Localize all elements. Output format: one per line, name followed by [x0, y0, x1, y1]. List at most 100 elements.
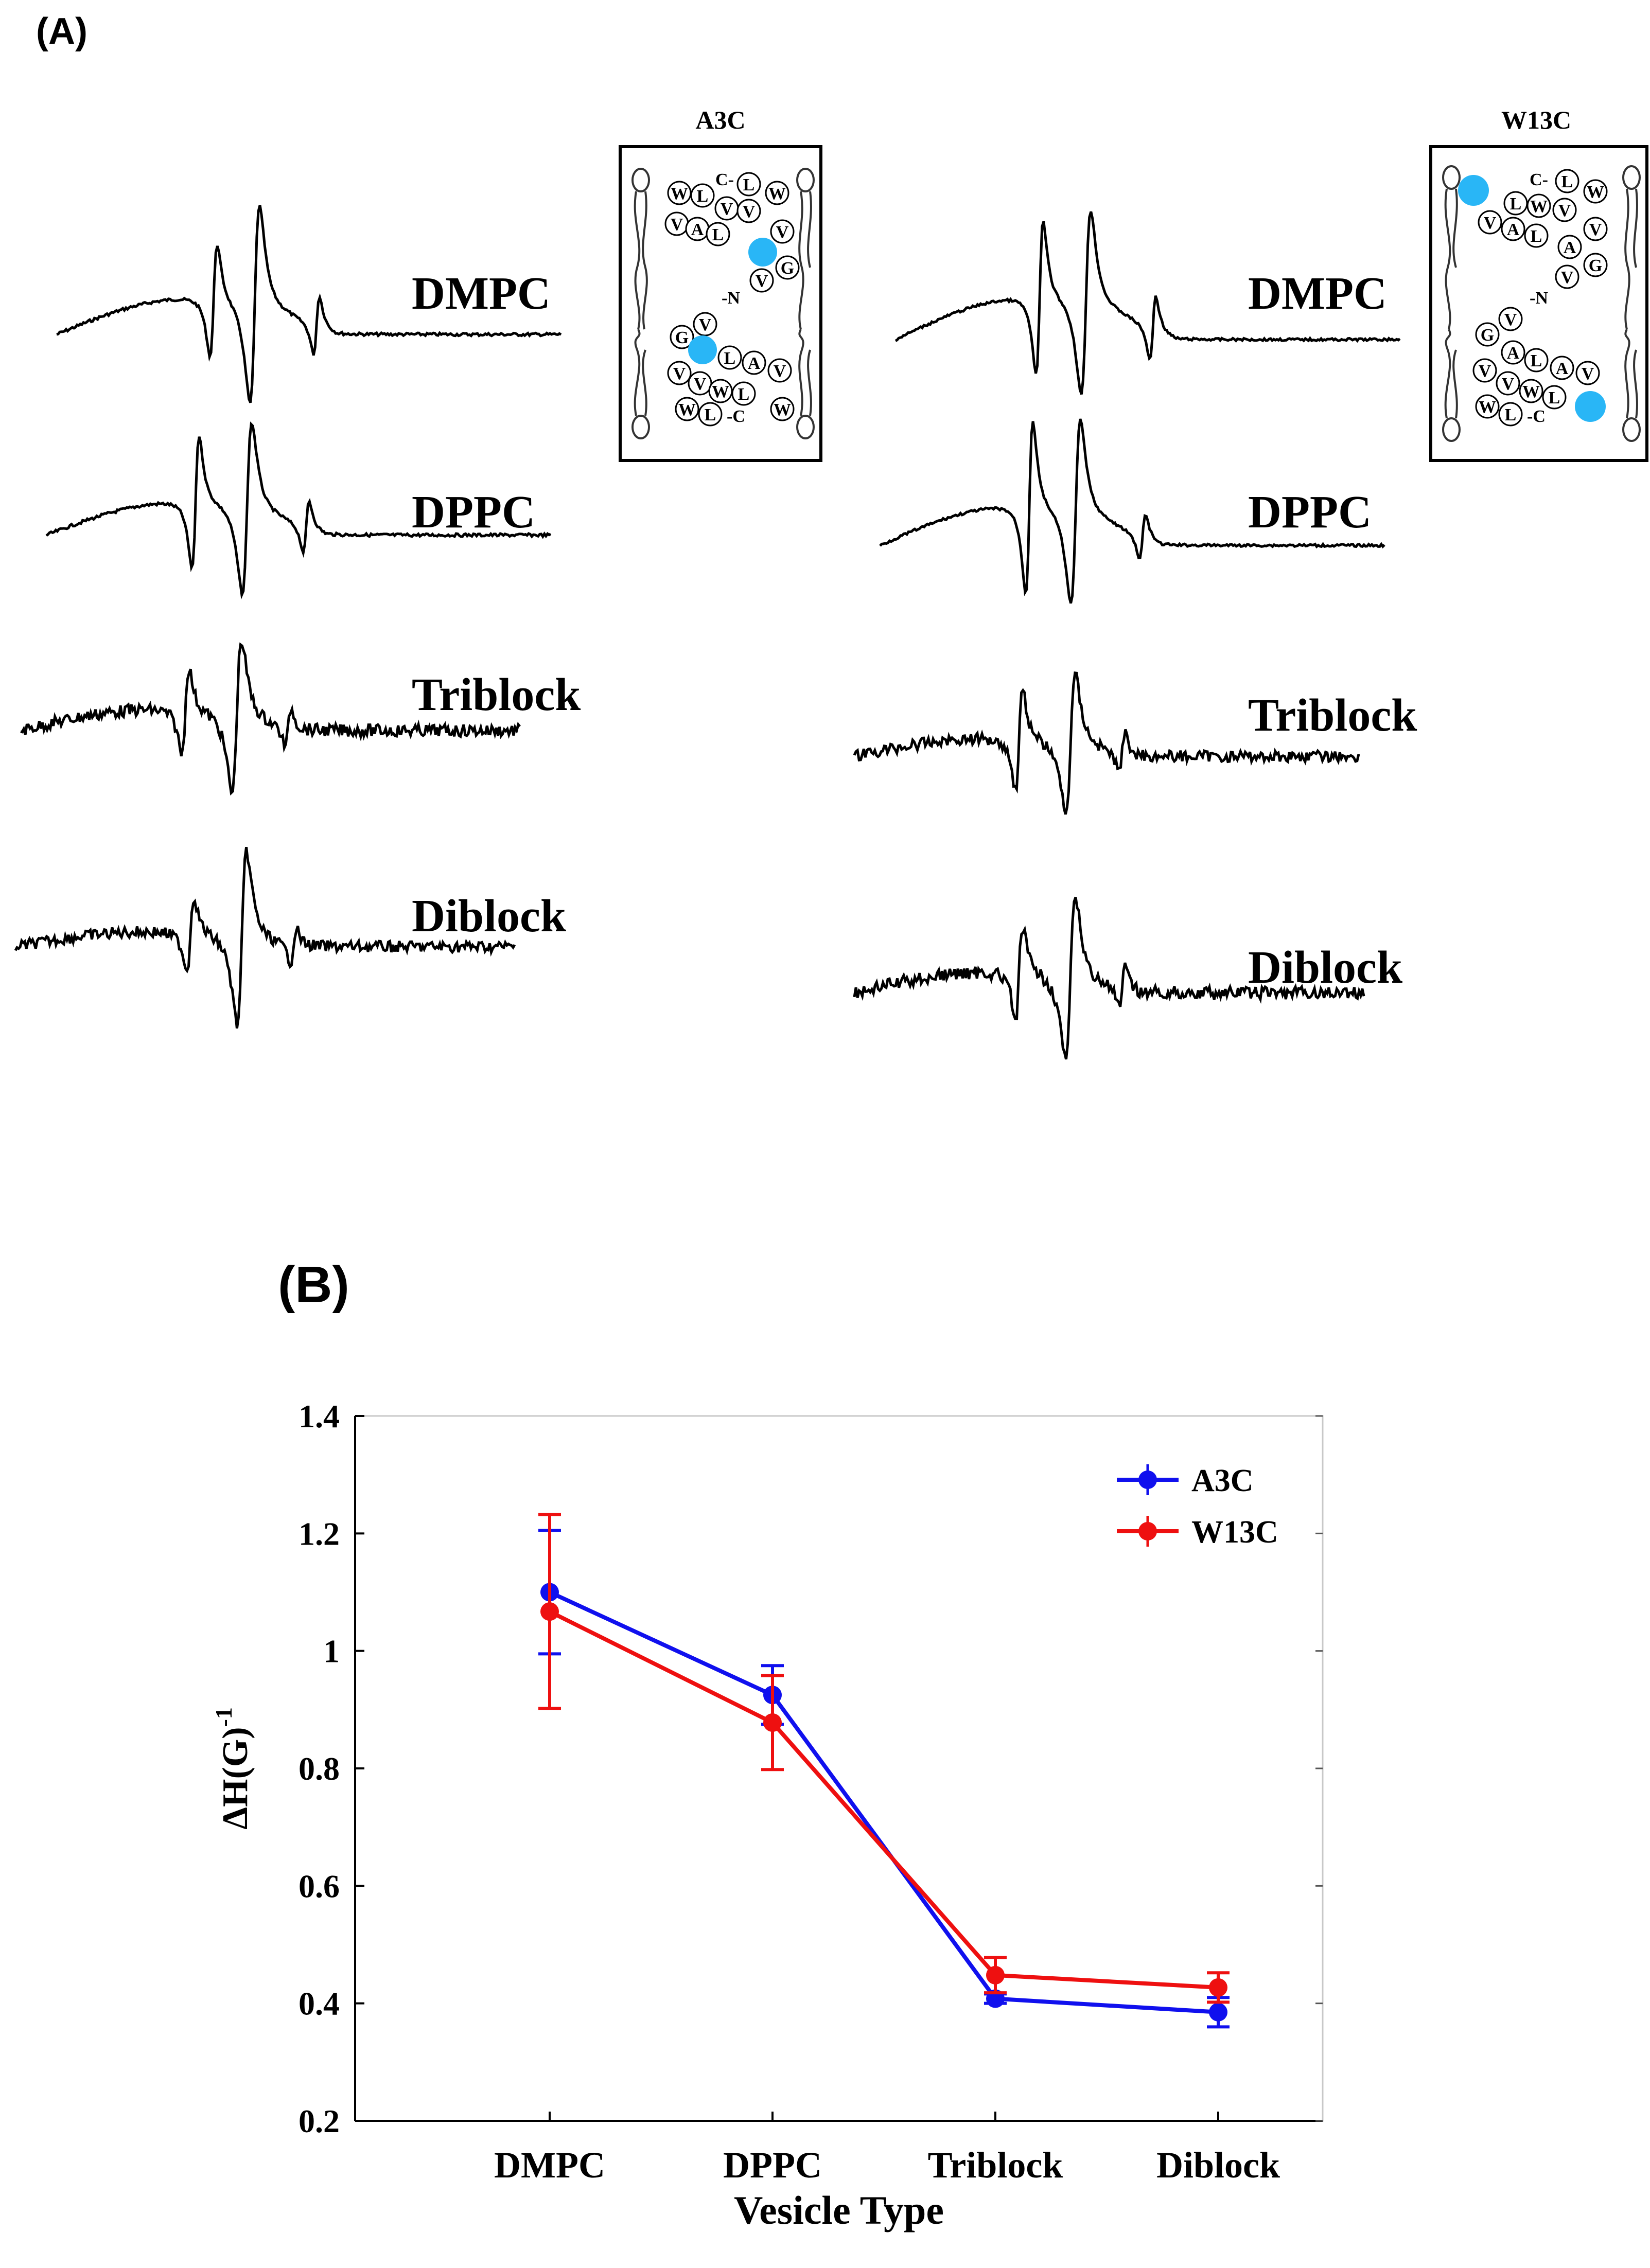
- panel-a-spectra: DMPC DPPC Triblock Diblock DMPC DPPC Tri…: [14, 105, 1648, 1060]
- svg-text:G: G: [675, 328, 689, 347]
- svg-text:V: V: [694, 375, 707, 394]
- svg-text:-C: -C: [727, 407, 745, 426]
- spectrum-label-w13c-triblock: Triblock: [1248, 690, 1417, 741]
- svg-text:L: L: [1531, 227, 1542, 246]
- w13c-dmpc-trace: [894, 211, 1401, 395]
- x-tick-label: DPPC: [723, 2145, 822, 2186]
- svg-text:L: L: [697, 187, 709, 206]
- a3c-spectra: [14, 205, 562, 1029]
- x-axis-title: Vesicle Type: [734, 2188, 944, 2232]
- svg-text:V: V: [1582, 364, 1594, 383]
- a3c-inset: A3C W L C- L W V V V A L V: [619, 105, 822, 462]
- spectrum-label-a3c-dmpc: DMPC: [412, 268, 551, 319]
- w13c-triblock-trace: [853, 671, 1360, 815]
- w13c-helix-residues: C- L W L W V V A L V A G V -N V G A L A …: [1472, 169, 1608, 427]
- svg-text:W: W: [1587, 183, 1604, 202]
- legend-marker-a3c: [1138, 1470, 1157, 1489]
- legend-label-w13c: W13C: [1191, 1515, 1278, 1550]
- x-tick-label: DMPC: [494, 2145, 605, 2186]
- spectrum-label-a3c-diblock: Diblock: [412, 891, 566, 942]
- series-line-a3c: [549, 1590, 1219, 2014]
- svg-text:G: G: [781, 259, 794, 278]
- y-tick-label: 0.2: [299, 2103, 340, 2139]
- a3c-bilayer-lipids: [631, 168, 815, 439]
- y-tick-label: 1.2: [299, 1515, 340, 1552]
- w13c-spectra: [853, 211, 1401, 1060]
- svg-text:V: V: [1502, 375, 1515, 394]
- svg-text:V: V: [1479, 362, 1491, 381]
- svg-text:L: L: [1505, 405, 1517, 424]
- plot-frame: [354, 1415, 1324, 2122]
- w13c-diblock-trace: [853, 896, 1365, 1060]
- spectrum-label-a3c-triblock: Triblock: [412, 669, 581, 720]
- svg-text:W: W: [671, 184, 688, 203]
- svg-text:L: L: [1561, 172, 1573, 191]
- svg-text:C-: C-: [715, 170, 734, 189]
- svg-text:V: V: [699, 315, 712, 334]
- w13c-inset: W13C C- L W L W V V A L V A: [1429, 105, 1648, 462]
- svg-text:V: V: [1589, 220, 1602, 239]
- svg-text:V: V: [756, 272, 768, 291]
- svg-text:A: A: [1564, 238, 1576, 257]
- y-tick-label: 1.4: [299, 1398, 340, 1434]
- svg-text:A: A: [691, 220, 704, 239]
- x-tick-label: Diblock: [1156, 2145, 1280, 2186]
- a3c-helix-residues: W L C- L W V V V A L V G V -N G V L A V …: [664, 170, 800, 427]
- y-axis-title: ΔH(G)-1: [210, 1707, 255, 1830]
- spectrum-label-w13c-dppc: DPPC: [1248, 487, 1372, 538]
- w13c-dppc-trace: [879, 418, 1385, 604]
- y-tick-label: 0.4: [299, 1986, 340, 2022]
- svg-text:V: V: [1484, 214, 1497, 233]
- panel-b-label: (B): [278, 1256, 349, 1314]
- svg-text:W: W: [1479, 398, 1496, 417]
- legend-label-a3c: A3C: [1191, 1463, 1254, 1498]
- a3c-spin-label-top: [748, 238, 777, 267]
- y-tick-label: 1: [323, 1633, 340, 1670]
- w13c-inset-title: W13C: [1501, 105, 1571, 134]
- w13c-spin-label-bottom: [1575, 391, 1606, 422]
- svg-text:V: V: [673, 364, 686, 383]
- svg-text:A: A: [1556, 359, 1569, 378]
- data-point-w13c: [986, 1965, 1005, 1984]
- legend-marker-w13c: [1138, 1522, 1157, 1540]
- svg-text:W: W: [678, 400, 696, 419]
- svg-text:V: V: [1558, 201, 1571, 220]
- svg-text:V: V: [743, 202, 756, 221]
- series-line-w13c: [549, 1609, 1219, 1990]
- data-point-w13c: [540, 1602, 559, 1621]
- svg-text:W: W: [1522, 382, 1540, 401]
- svg-text:V: V: [671, 215, 683, 234]
- panel-b-chart: 0.2 0.4 0.6 0.8 1 1.2 1.4 DMPC DPPC Triblock Diblo…: [210, 1398, 1324, 2232]
- svg-text:W: W: [712, 382, 729, 401]
- svg-text:A: A: [1507, 220, 1520, 239]
- a3c-dppc-trace: [45, 421, 552, 600]
- y-tick-label: 0.8: [299, 1750, 340, 1787]
- svg-text:A: A: [748, 354, 761, 373]
- svg-text:-N: -N: [722, 289, 740, 308]
- svg-text:V: V: [1504, 310, 1517, 329]
- x-tick-label: Triblock: [928, 2145, 1063, 2186]
- a3c-dmpc-trace: [56, 205, 562, 403]
- w13c-bilayer-lipids: [1442, 165, 1641, 442]
- svg-text:C-: C-: [1530, 170, 1548, 189]
- svg-text:L: L: [724, 349, 736, 368]
- w13c-spin-label-top: [1458, 175, 1489, 206]
- data-point-a3c: [1209, 2003, 1227, 2022]
- svg-text:L: L: [705, 405, 716, 424]
- y-tick-label: 0.6: [299, 1868, 340, 1904]
- data-point-w13c: [1209, 1978, 1227, 1997]
- data-point-w13c: [763, 1713, 782, 1732]
- svg-text:L: L: [738, 385, 750, 404]
- a3c-inset-title: A3C: [695, 105, 745, 134]
- spectrum-label-a3c-dppc: DPPC: [412, 487, 535, 538]
- a3c-spin-label-bottom: [688, 335, 717, 364]
- spectrum-label-w13c-dmpc: DMPC: [1248, 268, 1387, 319]
- a3c-triblock-trace: [20, 642, 521, 796]
- svg-text:L: L: [1531, 351, 1542, 370]
- svg-text:A: A: [1507, 344, 1520, 363]
- svg-text:L: L: [1510, 194, 1522, 214]
- svg-text:L: L: [743, 175, 755, 194]
- svg-text:V: V: [1561, 268, 1574, 287]
- svg-text:L: L: [1549, 388, 1560, 407]
- svg-text:V: V: [721, 200, 733, 219]
